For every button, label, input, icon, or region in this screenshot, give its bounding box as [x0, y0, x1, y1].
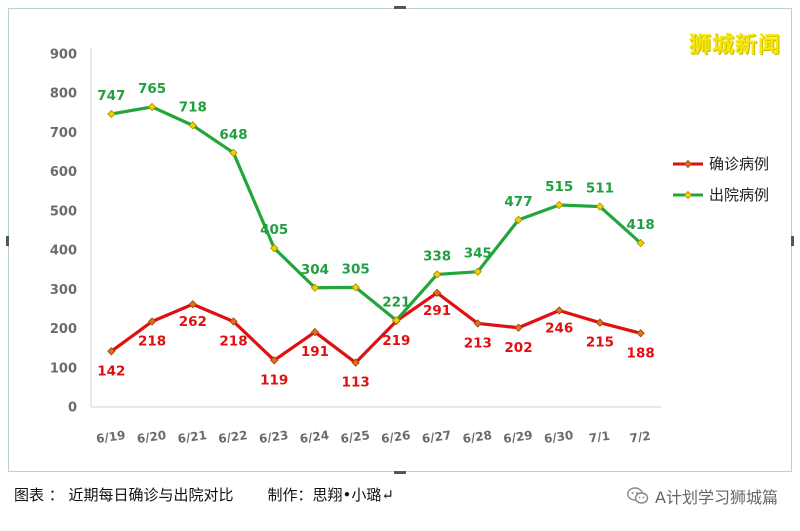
discharged-data-point	[555, 200, 564, 210]
confirmed-data-point	[310, 327, 320, 337]
confirmed-data-point	[595, 318, 605, 327]
x-tick-label: 6/29	[502, 428, 533, 446]
y-tick-label: 800	[50, 87, 77, 102]
confirmed-data-label: 142	[97, 363, 125, 379]
figure-caption: 图表 ： 近期每日确诊与出院对比 制作：思翔•小璐↵	[14, 484, 394, 505]
x-tick-label: 6/21	[177, 428, 208, 446]
discharged-data-label: 765	[138, 81, 166, 97]
legend-marker-confirmed	[683, 159, 693, 169]
x-tick-label: 6/27	[421, 428, 452, 446]
discharged-data-point	[107, 109, 116, 119]
discharged-data-label: 345	[464, 246, 492, 262]
discharged-data-point	[229, 148, 238, 158]
confirmed-data-label: 291	[423, 303, 451, 319]
discharged-data-label: 515	[545, 179, 573, 195]
x-tick-label: 7/2	[629, 429, 652, 446]
resize-handle-bottom[interactable]	[394, 471, 406, 474]
figure-label: 图表 ： 近期每日确诊与出院对比	[14, 486, 234, 504]
discharged-data-label: 405	[260, 222, 288, 238]
confirmed-data-label: 262	[179, 314, 207, 330]
y-tick-label: 700	[50, 126, 77, 141]
confirmed-data-point	[270, 356, 279, 365]
confirmed-data-label: 191	[301, 344, 329, 360]
discharged-data-point	[392, 316, 401, 325]
discharged-data-point	[147, 102, 157, 112]
confirmed-data-point	[432, 288, 442, 298]
discharged-data-label: 511	[586, 181, 614, 197]
discharged-data-point	[310, 283, 320, 292]
confirmed-data-label: 218	[138, 333, 166, 349]
discharged-data-label: 304	[301, 262, 329, 278]
confirmed-series-line	[110, 291, 642, 365]
confirmed-data-label: 215	[586, 335, 614, 351]
confirmed-data-label: 213	[464, 335, 492, 351]
confirmed-data-point	[514, 323, 523, 332]
x-tick-label: 6/30	[543, 428, 574, 446]
y-tick-label: 500	[50, 204, 77, 219]
confirmed-data-point	[188, 300, 197, 309]
x-tick-label: 6/28	[462, 428, 493, 446]
y-tick-label: 100	[50, 361, 77, 376]
resize-handle-right[interactable]	[791, 236, 794, 246]
author-credit: 制作：思翔•小璐↵	[267, 486, 394, 504]
x-tick-label: 6/24	[299, 428, 330, 446]
legend-label-discharged: 出院病例	[709, 186, 769, 204]
discharged-data-point	[636, 238, 645, 248]
discharged-data-label: 477	[504, 194, 532, 210]
confirmed-data-point	[351, 358, 360, 367]
confirmed-data-label: 188	[627, 345, 655, 361]
discharged-series-line	[111, 105, 642, 322]
discharged-data-point	[473, 267, 482, 276]
y-tick-label: 600	[50, 165, 77, 180]
x-tick-label: 6/23	[258, 428, 289, 446]
discharged-data-label: 747	[97, 88, 125, 104]
confirmed-data-label: 113	[342, 375, 370, 391]
x-tick-label: 7/1	[588, 429, 611, 446]
x-tick-label: 6/19	[95, 428, 126, 446]
legend-label-confirmed: 确诊病例	[709, 155, 769, 173]
confirmed-data-point	[229, 317, 238, 326]
discharged-data-label: 221	[382, 294, 410, 310]
discharged-data-label: 648	[219, 127, 247, 143]
discharged-data-label: 338	[423, 248, 451, 264]
confirmed-data-label: 202	[504, 340, 532, 356]
x-tick-label: 6/22	[217, 428, 248, 446]
discharged-data-point	[351, 283, 360, 292]
wechat-account-name: A计划学习狮城篇	[655, 488, 778, 507]
y-tick-label: 200	[50, 322, 77, 337]
confirmed-data-label: 119	[260, 372, 288, 388]
resize-handle-top[interactable]	[394, 6, 406, 9]
discharged-data-point	[514, 215, 523, 225]
discharged-data-label: 305	[342, 261, 370, 277]
discharged-data-point	[270, 243, 279, 253]
discharged-data-label: 418	[627, 217, 655, 233]
confirmed-data-point	[636, 329, 645, 338]
discharged-data-point	[432, 270, 442, 279]
chart-area: 0 100 200 300 400 500 600 700 800 900 6/19 6/20 6/21…	[8, 8, 792, 472]
y-tick-label: 400	[50, 244, 77, 259]
y-tick-label: 900	[50, 48, 77, 63]
confirmed-data-label: 219	[382, 333, 410, 349]
wechat-account: A计划学习狮城篇	[627, 484, 778, 508]
x-tick-label: 6/26	[380, 428, 411, 446]
confirmed-data-point	[555, 306, 564, 315]
confirmed-data-point	[107, 347, 116, 356]
y-tick-label: 300	[50, 283, 77, 298]
resize-handle-left[interactable]	[6, 236, 9, 246]
confirmed-data-label: 246	[545, 321, 573, 337]
confirmed-data-point	[473, 319, 482, 328]
x-tick-label: 6/20	[136, 428, 167, 446]
confirmed-data-label: 218	[219, 333, 247, 349]
discharged-data-point	[595, 202, 605, 211]
legend-marker-discharged	[683, 190, 693, 200]
chart-svg: 0 100 200 300 400 500 600 700 800 900 6/19 6/20 6/21…	[50, 48, 769, 447]
y-tick-label: 0	[68, 401, 77, 416]
wechat-icon	[627, 487, 649, 504]
confirmed-data-point	[147, 317, 157, 326]
discharged-data-label: 718	[179, 99, 207, 115]
discharged-data-point	[188, 121, 197, 130]
watermark: 狮城新闻	[688, 33, 781, 58]
x-tick-label: 6/25	[340, 428, 371, 446]
